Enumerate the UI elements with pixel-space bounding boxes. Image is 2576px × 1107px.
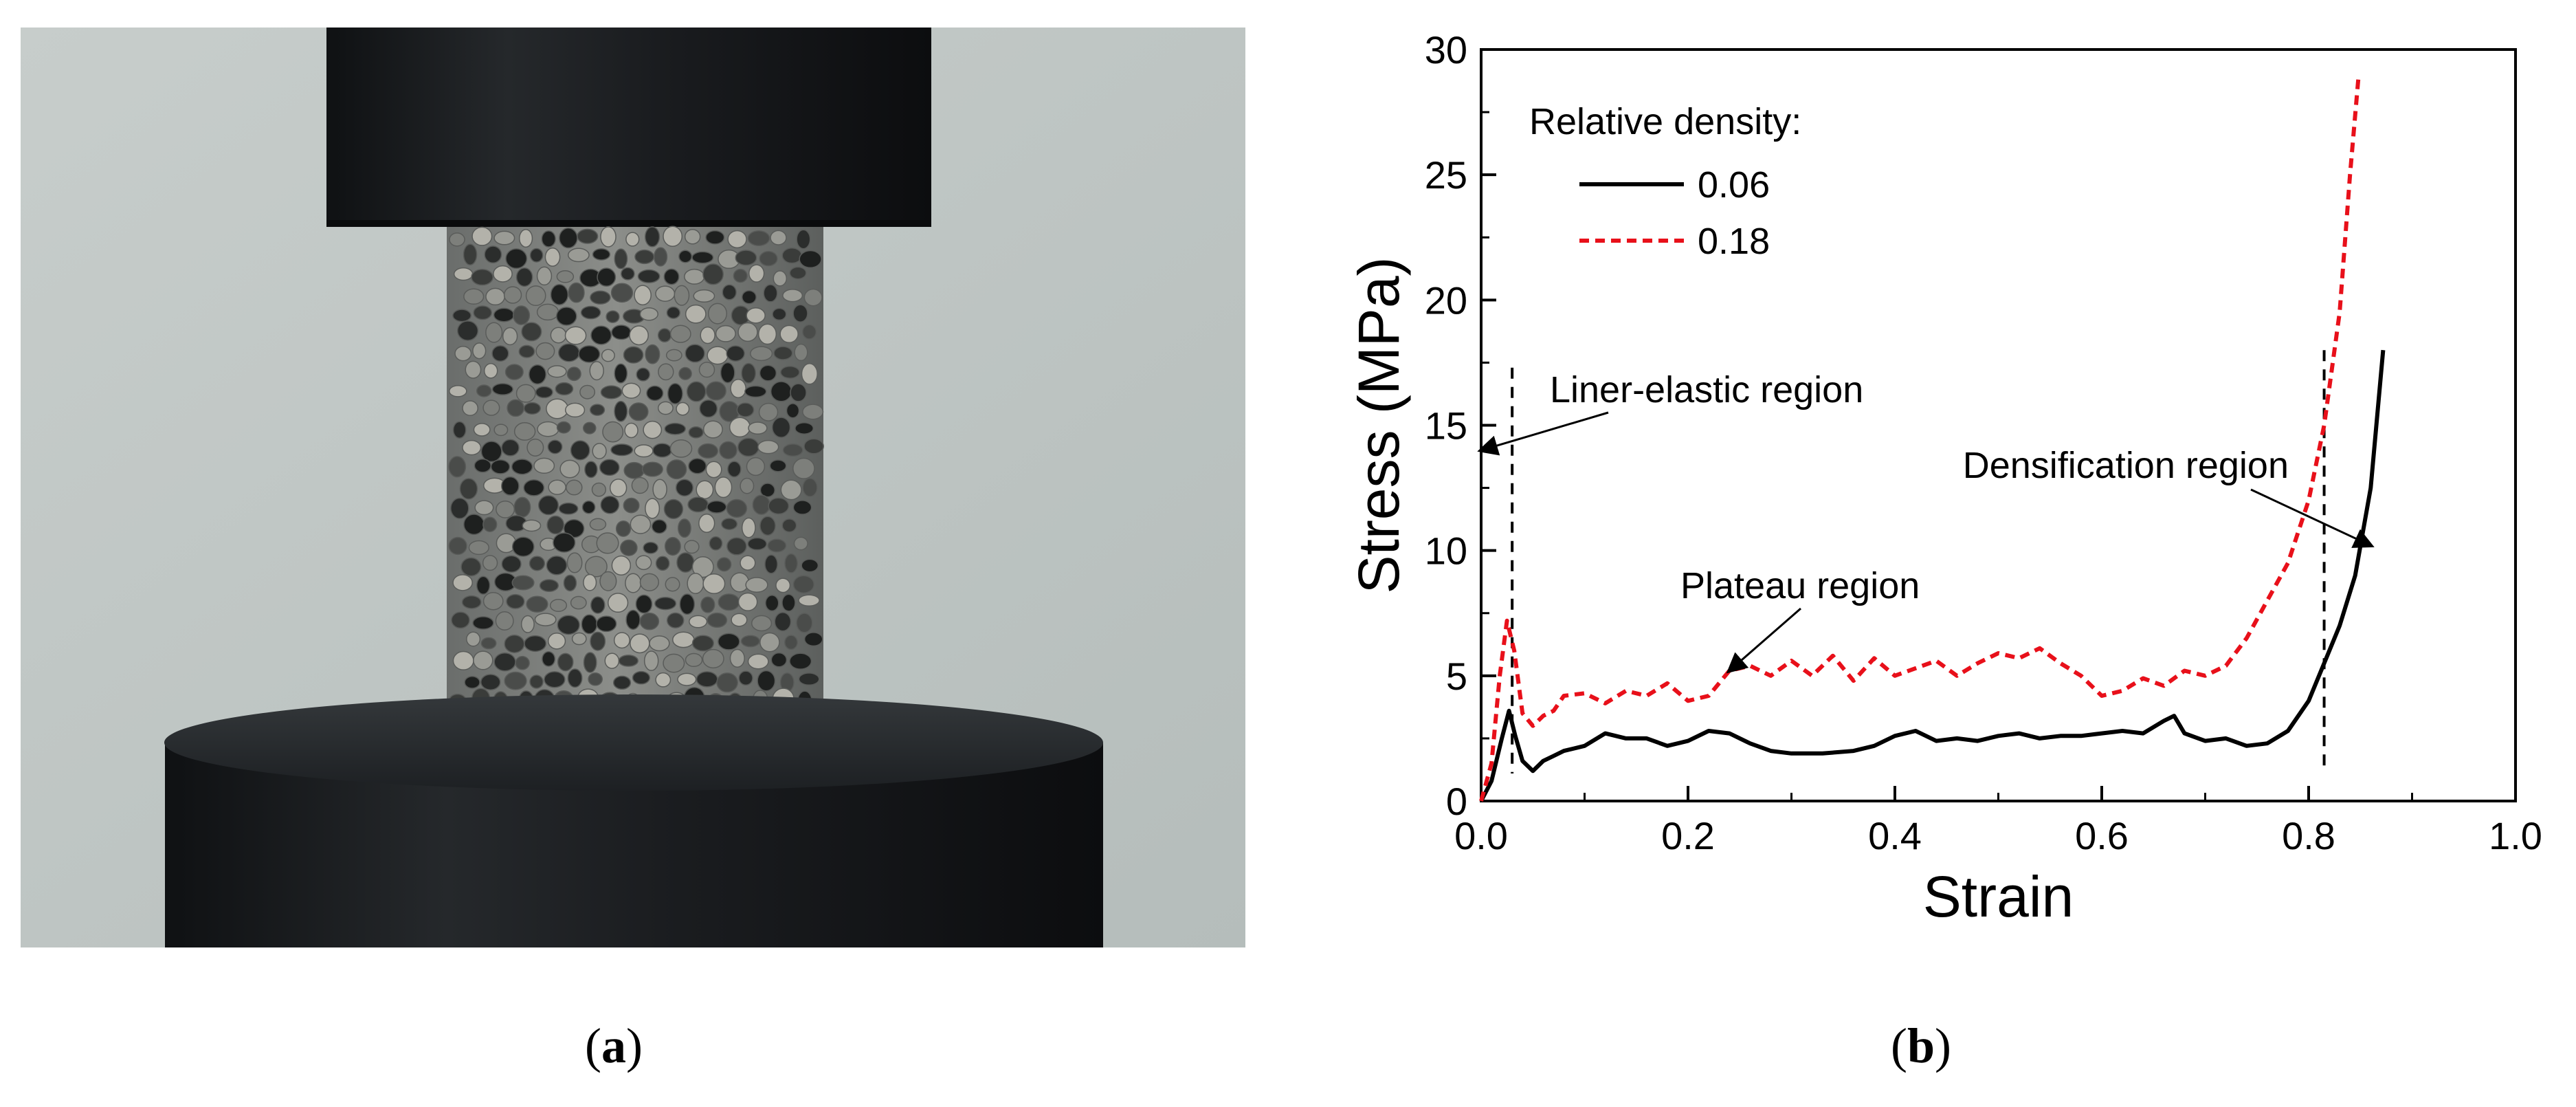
x-tick-label: 0.2 bbox=[1661, 814, 1715, 857]
annotation-arrow bbox=[1477, 411, 1609, 456]
legend-label: 0.18 bbox=[1698, 221, 1770, 262]
y-tick-label: 10 bbox=[1425, 529, 1467, 573]
y-axis: 0 5 10 15 20 25 30 bbox=[1425, 28, 1496, 823]
annotation-label: Plateau region bbox=[1680, 565, 1920, 606]
foam-cylinder bbox=[447, 226, 824, 736]
y-tick-label: 20 bbox=[1425, 278, 1467, 322]
lower-platen bbox=[164, 694, 1103, 947]
annotation-label: Liner-elastic region bbox=[1550, 369, 1863, 410]
x-tick-label: 1.0 bbox=[2489, 814, 2542, 857]
y-tick-label: 30 bbox=[1425, 28, 1467, 72]
annotation-label: Densification region bbox=[1963, 445, 2289, 486]
y-tick-label: 25 bbox=[1425, 153, 1467, 197]
y-tick-label: 0 bbox=[1446, 780, 1467, 823]
x-tick-label: 0.0 bbox=[1454, 814, 1508, 857]
series-lines bbox=[1479, 79, 2386, 802]
y-axis-label: Stress (MPa) bbox=[1346, 256, 1411, 593]
y-tick-label: 15 bbox=[1425, 404, 1467, 448]
x-tick-label: 0.8 bbox=[2282, 814, 2335, 857]
series-line-0-18 bbox=[1479, 79, 2361, 802]
legend-label: 0.06 bbox=[1698, 164, 1770, 206]
stress-strain-chart: 0.0 0.2 0.4 0.6 0.8 1.0 0 5 10 15 20 25 30 Strain S… bbox=[1292, 0, 2576, 976]
caption-b: (b) bbox=[1890, 1018, 1952, 1073]
annotation-arrow bbox=[1726, 607, 1801, 674]
x-tick-label: 0.6 bbox=[2075, 814, 2129, 857]
y-tick-label: 5 bbox=[1446, 655, 1467, 698]
region-annotations: Liner-elastic region Plateau region Densif… bbox=[1477, 369, 2375, 674]
region-boundaries bbox=[1511, 350, 2326, 774]
upper-platen bbox=[326, 28, 931, 227]
caption-a: (a) bbox=[585, 1018, 643, 1073]
x-axis: 0.0 0.2 0.4 0.6 0.8 1.0 bbox=[1454, 786, 2542, 857]
legend: Relative density: 0.06 0.18 bbox=[1529, 101, 1801, 262]
x-tick-label: 0.4 bbox=[1868, 814, 1922, 857]
annotation-arrow bbox=[2250, 488, 2375, 548]
x-axis-label: Strain bbox=[1923, 864, 2074, 929]
series-line-0-06 bbox=[1479, 349, 2386, 802]
plot-frame bbox=[1480, 48, 2517, 802]
foam-specimen-photo bbox=[21, 28, 1245, 947]
legend-title: Relative density: bbox=[1529, 101, 1801, 142]
